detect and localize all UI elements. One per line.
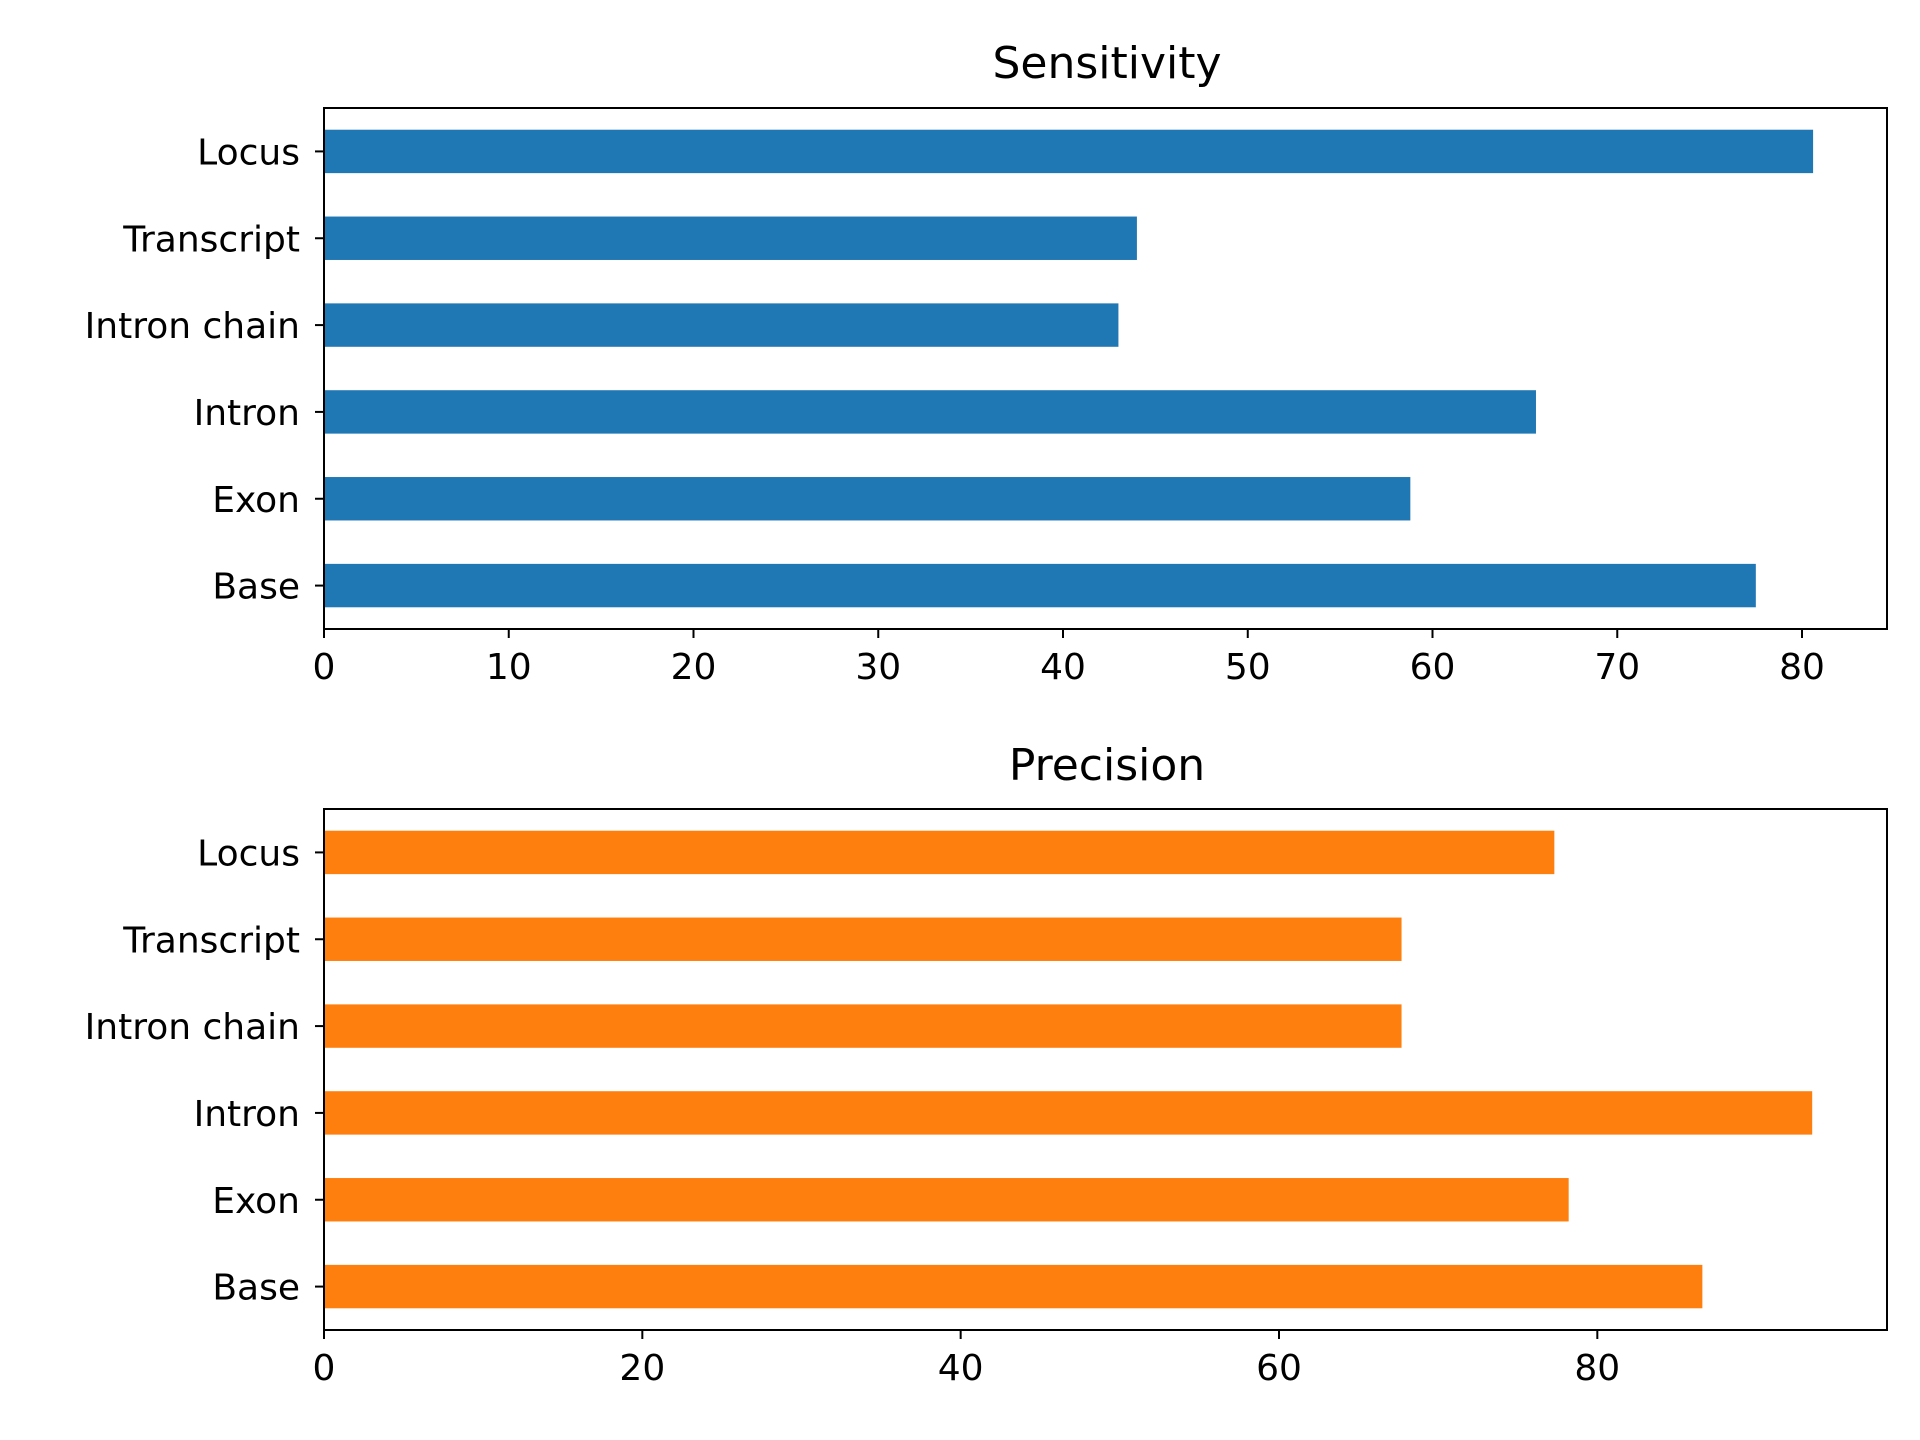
precision-chart-title: Precision (1009, 740, 1205, 791)
sensitivity-xtick-label-70: 70 (1594, 647, 1640, 688)
sensitivity-ytick-label-base: Base (212, 567, 300, 608)
sensitivity-xtick-label-60: 60 (1410, 647, 1456, 688)
sensitivity-ytick-label-intron: Intron (194, 393, 300, 434)
precision-bar-exon (324, 1178, 1569, 1222)
sensitivity-chart-title: Sensitivity (992, 38, 1221, 89)
precision-xtick-label-20: 20 (619, 1348, 665, 1389)
sensitivity-bar-transcript (324, 216, 1137, 260)
sensitivity-bar-intron (324, 390, 1536, 434)
sensitivity-xtick-label-20: 20 (671, 647, 717, 688)
sensitivity-xtick-label-0: 0 (313, 647, 336, 688)
sensitivity-xtick-label-40: 40 (1040, 647, 1086, 688)
precision-chart: Precision Locus Transcript Intron chain Int… (85, 740, 1888, 1389)
precision-ytick-label-exon: Exon (212, 1181, 300, 1222)
precision-bar-locus (324, 830, 1555, 875)
sensitivity-bar-base (324, 563, 1756, 608)
sensitivity-bar-intron-chain (324, 303, 1119, 347)
sensitivity-xtick-label-80: 80 (1779, 647, 1825, 688)
precision-axes-frame (323, 808, 1888, 1331)
precision-ytick-label-transcript: Transcript (122, 920, 300, 961)
sensitivity-ytick-label-locus: Locus (197, 132, 300, 173)
precision-bar-intron (324, 1091, 1813, 1135)
sensitivity-chart: Sensitivity Locus Transcript Intron chain I… (85, 38, 1888, 688)
precision-xtick-label-0: 0 (313, 1348, 336, 1389)
precision-ytick-label-intron: Intron (194, 1094, 300, 1135)
precision-ytick-label-intron-chain: Intron chain (85, 1007, 300, 1048)
precision-ytick-label-base: Base (212, 1268, 300, 1309)
precision-xtick-label-80: 80 (1574, 1348, 1620, 1389)
sensitivity-ytick-label-transcript: Transcript (122, 219, 300, 260)
precision-bar-intron-chain (324, 1004, 1402, 1048)
sensitivity-xtick-label-10: 10 (486, 647, 532, 688)
sensitivity-ytick-label-intron-chain: Intron chain (85, 306, 300, 347)
precision-ytick-label-locus: Locus (197, 833, 300, 874)
sensitivity-bar-locus (324, 129, 1814, 174)
sensitivity-xtick-label-50: 50 (1225, 647, 1271, 688)
precision-xtick-label-60: 60 (1256, 1348, 1302, 1389)
precision-bar-base (324, 1264, 1703, 1309)
precision-xtick-label-40: 40 (938, 1348, 984, 1389)
sensitivity-bar-exon (324, 477, 1411, 521)
sensitivity-ytick-label-exon: Exon (212, 480, 300, 521)
precision-bar-transcript (324, 917, 1402, 961)
sensitivity-axes-frame (323, 107, 1888, 630)
sensitivity-xtick-label-30: 30 (855, 647, 901, 688)
